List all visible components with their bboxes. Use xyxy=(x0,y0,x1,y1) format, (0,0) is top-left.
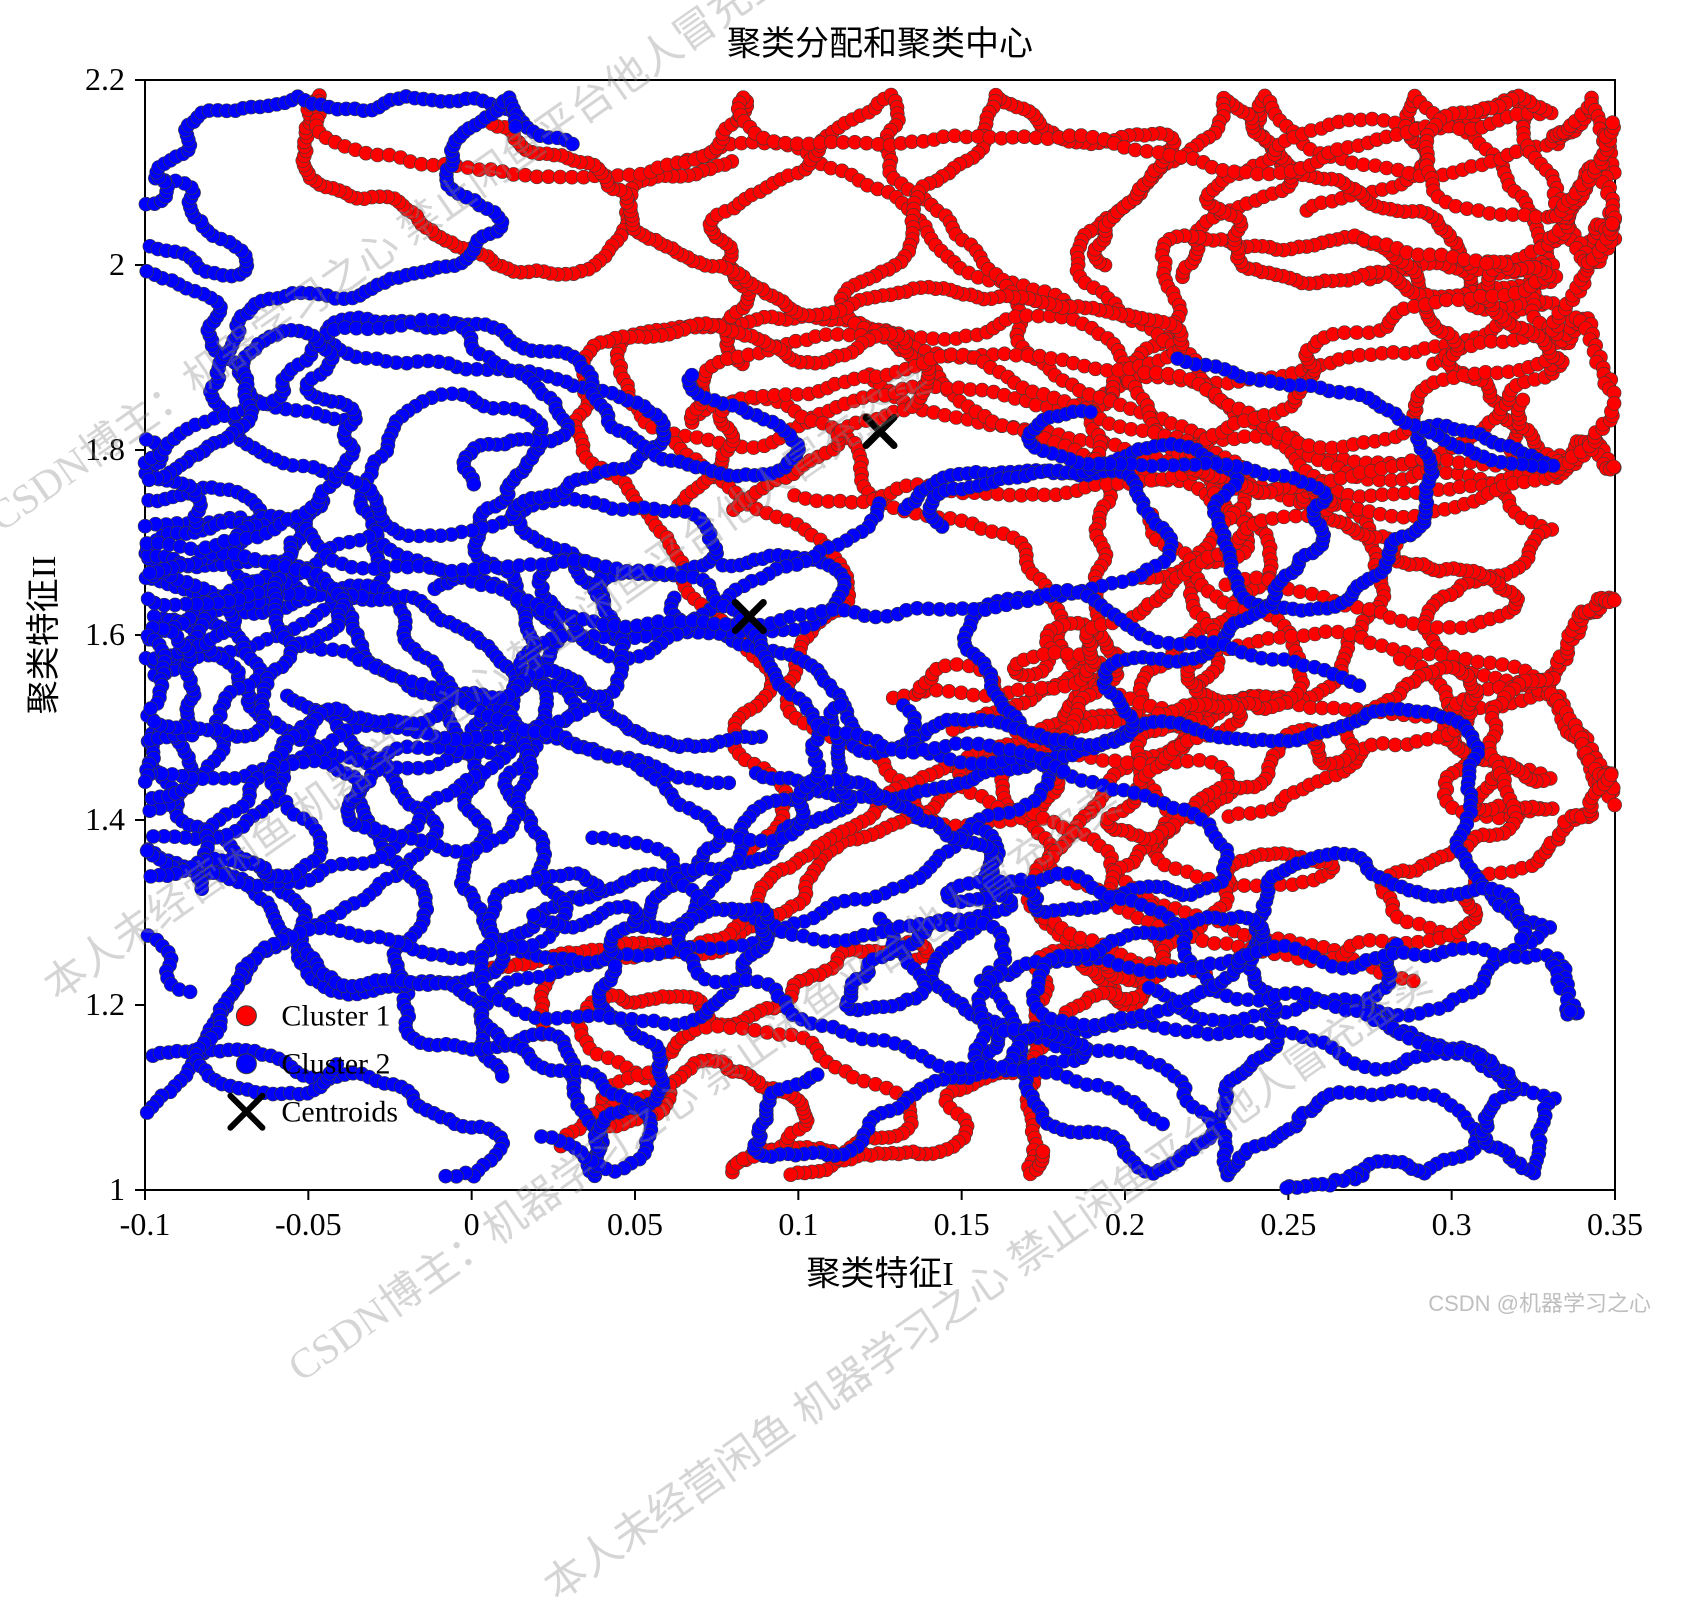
y-tick-label: 2.2 xyxy=(85,61,125,97)
data-point xyxy=(723,1021,737,1035)
data-point xyxy=(1190,870,1204,884)
x-tick-label: 0 xyxy=(464,1206,480,1242)
data-point xyxy=(1066,825,1080,839)
data-point xyxy=(1120,756,1134,770)
data-point xyxy=(1483,656,1497,670)
data-point xyxy=(748,1023,762,1037)
data-point xyxy=(784,1168,798,1182)
data-point xyxy=(140,264,154,278)
y-tick-label: 1.6 xyxy=(85,616,125,652)
data-point xyxy=(1060,647,1074,661)
data-point xyxy=(1480,256,1494,270)
chart-title: 聚类分配和聚类中心 xyxy=(727,25,1033,63)
data-point xyxy=(1439,293,1453,307)
data-point xyxy=(1293,585,1307,599)
data-point xyxy=(1096,754,1110,768)
x-tick-label: 0.3 xyxy=(1432,1206,1472,1242)
data-point xyxy=(1108,754,1122,768)
data-point xyxy=(1406,974,1420,988)
x-tick-label: 0.05 xyxy=(607,1206,663,1242)
x-tick-label: -0.05 xyxy=(275,1206,342,1242)
data-point xyxy=(1607,396,1621,410)
data-point xyxy=(1249,571,1263,585)
data-point xyxy=(1337,326,1351,340)
y-axis-label: 聚类特征II xyxy=(25,556,63,715)
x-tick-label: 0.15 xyxy=(934,1206,990,1242)
data-point xyxy=(1605,217,1619,231)
x-tick-label: -0.1 xyxy=(120,1206,171,1242)
data-point xyxy=(1073,931,1087,945)
data-point xyxy=(772,1028,786,1042)
data-point xyxy=(1516,393,1530,407)
data-point xyxy=(1422,647,1436,661)
data-point xyxy=(1418,620,1432,634)
data-point xyxy=(942,684,956,698)
data-point xyxy=(1443,620,1457,634)
y-tick-label: 1.8 xyxy=(85,431,125,467)
data-point xyxy=(966,688,980,702)
data-point xyxy=(1363,933,1377,947)
data-point xyxy=(1604,768,1618,782)
data-point xyxy=(1607,593,1621,607)
data-point xyxy=(1400,915,1414,929)
scatter-chart: -0.1 -0.05 0 0.05 0.1 0.15 0.2 0.25 0.3 0.35 1 1.2 1… xyxy=(0,0,1691,1338)
x-tick-label: 0.1 xyxy=(778,1206,818,1242)
data-point xyxy=(1376,736,1390,750)
data-point xyxy=(950,657,964,671)
data-point xyxy=(736,1021,750,1035)
data-point xyxy=(1394,614,1408,628)
y-tick-label: 2 xyxy=(109,246,125,282)
chart-container: -0.1 -0.05 0 0.05 0.1 0.15 0.2 0.25 0.3 0.35 1 1.2 1… xyxy=(0,0,1691,1338)
data-point xyxy=(1495,658,1509,672)
data-point xyxy=(1473,289,1487,303)
y-tick-label: 1.4 xyxy=(85,801,125,837)
data-point xyxy=(1331,625,1345,639)
data-point xyxy=(495,1069,509,1083)
x-tick-label: 0.2 xyxy=(1105,1206,1145,1242)
x-axis-label: 聚类特征I xyxy=(806,1255,953,1293)
data-point xyxy=(1319,625,1333,639)
data-point xyxy=(1048,646,1062,660)
data-point xyxy=(760,1025,774,1039)
x-tick-label: 0.25 xyxy=(1260,1206,1316,1242)
data-point xyxy=(1430,621,1444,635)
data-point xyxy=(1237,879,1251,893)
data-point xyxy=(1607,460,1621,474)
data-point xyxy=(1192,753,1206,767)
data-point xyxy=(1350,326,1364,340)
data-point xyxy=(1035,681,1049,695)
data-point xyxy=(1440,453,1454,467)
data-point xyxy=(1036,1144,1050,1158)
data-point xyxy=(1471,655,1485,669)
data-point xyxy=(1207,936,1221,950)
x-tick-label: 0.35 xyxy=(1587,1206,1643,1242)
y-tick-label: 1 xyxy=(109,1171,125,1207)
data-point xyxy=(954,686,968,700)
data-point xyxy=(1231,807,1245,821)
data-point xyxy=(711,1019,725,1033)
data-point xyxy=(1196,934,1210,948)
data-point xyxy=(1606,116,1620,130)
data-point xyxy=(1608,798,1622,812)
y-tick-label: 1.2 xyxy=(85,986,125,1022)
data-point xyxy=(1226,600,1240,614)
